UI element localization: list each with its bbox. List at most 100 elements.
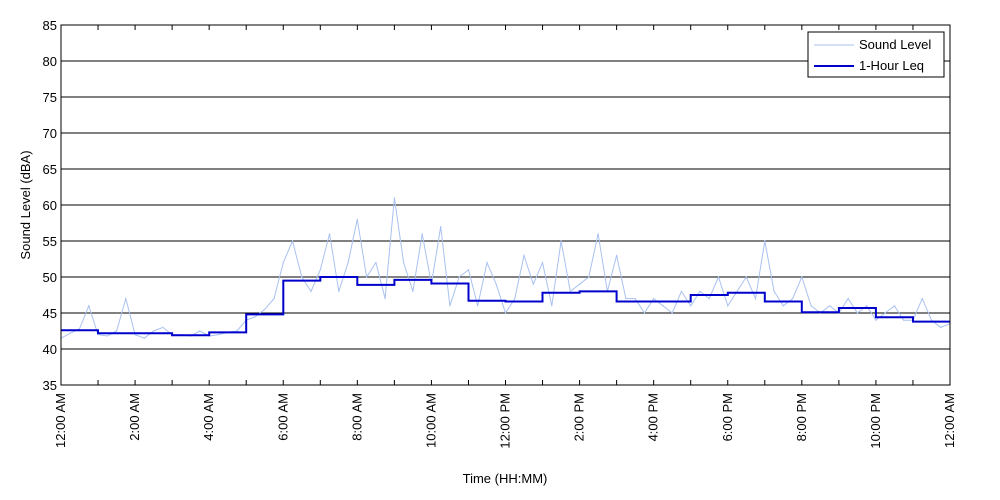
sound-level-point [199,330,201,332]
sound-level-point [569,290,571,292]
sound-level-point [347,262,349,264]
sound-level-point [903,319,905,321]
plot-frame [60,24,951,386]
sound-level-point [375,262,377,264]
x-tick-label: 12:00 PM [498,393,513,449]
sound-level-point [884,312,886,314]
sound-level-point [115,330,118,332]
sound-level-point [301,276,303,278]
x-axis-ticks: 12:00 AM 2:00 AM 4:00 AM 6:00 AM 8:00 AM 10:0… [53,25,957,449]
sound-level-point [699,290,701,292]
sound-level-point [727,305,729,307]
sound-level-point [264,308,266,310]
sound-level-point [588,276,590,278]
sound-level-point [143,337,145,339]
sound-level-point [801,276,803,278]
sound-level-point [643,312,646,314]
series-layer [60,197,951,339]
legend-label-sound-level: Sound Level [859,37,931,52]
sound-level-point [930,319,933,321]
sound-level-point [69,332,71,334]
sound-level-point [847,298,849,300]
x-tick-label: 8:00 PM [794,393,809,441]
y-axis-ticks: 35 40 45 50 55 60 65 70 75 80 85 [43,18,950,393]
sound-level-point [384,298,386,300]
sound-level-point [541,262,544,264]
x-axis-label: Time (HH:MM) [463,471,548,486]
sound-level-point [477,305,479,307]
sound-level-point [504,312,507,314]
sound-level-point [866,305,868,307]
sound-level-point [421,233,423,235]
sound-level-point [440,226,442,228]
y-tick-label: 85 [43,18,57,33]
y-tick-label: 50 [43,270,57,285]
sound-level-point [495,283,497,285]
x-tick-label: 4:00 PM [646,393,661,441]
sound-level-point [319,269,321,271]
sound-level-point [273,298,275,300]
series-1-hour-leq-line [61,276,950,337]
y-tick-label: 40 [43,342,57,357]
sound-level-point [393,197,395,199]
sound-level-point [412,290,414,292]
y-tick-label: 75 [43,90,57,105]
sound-level-point [940,326,942,328]
grid-lines [61,60,950,350]
y-axis-label: Sound Level (dBA) [18,150,33,259]
sound-level-point [782,305,784,307]
sound-level-point [616,254,618,256]
sound-level-point [356,218,358,220]
sound-level-point [291,240,294,242]
sound-level-point [403,262,405,264]
sound-level-point [236,330,238,332]
sound-level-point [764,240,766,242]
sound-level-point [662,305,664,307]
sound-level-point [78,328,81,330]
x-tick-label: 6:00 AM [275,393,290,441]
y-tick-label: 65 [43,162,57,177]
sound-level-point [217,334,220,336]
sound-level-point [634,298,636,300]
sound-level-point [134,334,136,336]
sound-level-point [97,334,99,336]
legend-label-1-hour-leq: 1-Hour Leq [859,58,924,73]
sound-level-point [653,298,655,300]
sound-level-point [745,276,747,278]
sound-level-point [153,330,155,332]
x-tick-label: 8:00 AM [349,393,364,441]
sound-level-point [514,298,516,300]
x-tick-label: 12:00 AM [53,393,68,448]
y-tick-label: 60 [43,198,57,213]
x-tick-label: 2:00 PM [572,393,587,441]
sound-level-point [597,233,599,235]
legend-box [807,31,945,78]
sound-level-point [310,290,312,292]
x-tick-label: 6:00 PM [720,393,735,441]
sound-level-point [680,290,683,292]
sound-level-point [458,276,460,278]
sound-level-point [523,254,525,256]
sound-level-point [551,305,553,307]
x-tick-label: 10:00 PM [868,393,883,449]
sound-level-point [578,283,581,285]
sound-level-point [467,269,470,271]
sound-level-point [893,305,896,307]
y-tick-label: 70 [43,126,57,141]
sound-level-point [708,298,710,300]
sound-level-point [921,298,923,300]
x-tick-label: 2:00 AM [127,393,142,441]
sound-level-point [754,298,757,300]
x-tick-label: 10:00 AM [423,393,438,448]
sound-level-point [449,305,451,307]
sound-level-point [282,262,284,264]
sound-level-point [791,298,794,300]
sound-level-point [671,312,673,314]
sound-level-point [717,276,720,278]
sound-level-point [560,240,562,242]
y-tick-label: 45 [43,306,57,321]
sound-level-point [856,312,858,314]
sound-level-point [162,326,164,328]
sound-level-point [365,276,368,278]
